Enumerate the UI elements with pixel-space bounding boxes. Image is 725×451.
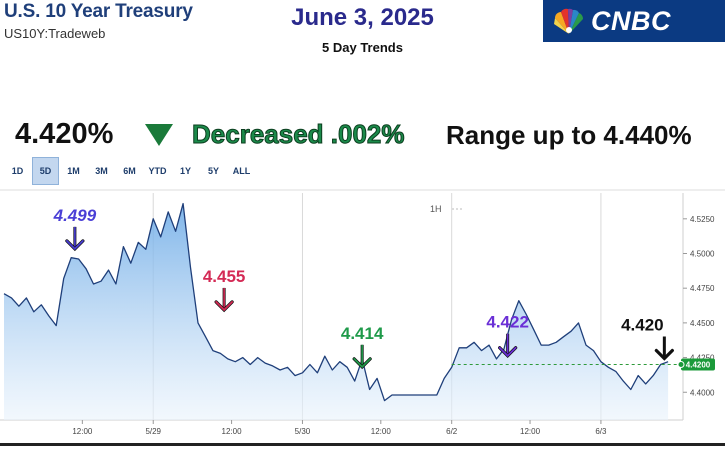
x-tick-label: 6/3	[595, 427, 607, 436]
bottom-rule	[0, 443, 725, 446]
period-all[interactable]: ALL	[232, 166, 251, 176]
series-line	[3, 202, 669, 402]
interval-label: 1H	[430, 204, 442, 214]
period-ytd[interactable]: YTD	[148, 166, 167, 176]
annotation-arrow-head	[215, 301, 234, 312]
range-text: Range up to 4.440%	[446, 120, 692, 150]
period-5y[interactable]: 5Y	[207, 166, 219, 176]
trend-label: 5 Day Trends	[322, 40, 403, 55]
y-tick-label: 4.5250	[690, 215, 715, 224]
x-tick-label: 5/30	[295, 427, 311, 436]
last-value-dot	[677, 361, 685, 368]
x-tick-label: 6/2	[446, 427, 458, 436]
chart-subtitle: US10Y:Tradeweb	[4, 26, 106, 41]
x-tick-label: 12:00	[520, 427, 541, 436]
x-tick-label: 12:00	[371, 427, 392, 436]
annotation-label: 4.422	[486, 313, 529, 332]
period-1d[interactable]: 1D	[11, 166, 24, 176]
last-value-label: 4.4200	[686, 361, 711, 370]
peacock-icon	[554, 8, 584, 34]
annotation-arrow-head	[353, 357, 372, 369]
x-tick-label: 12:00	[222, 427, 243, 436]
annotation-arrow-head	[655, 349, 674, 360]
period-3m[interactable]: 3M	[95, 166, 108, 176]
change-text: Decreased .002%	[191, 119, 405, 150]
current-price: 4.420%	[15, 118, 114, 150]
y-tick-label: 4.4250	[690, 354, 715, 363]
annotation-label: 4.499	[53, 206, 97, 225]
annotation-arrow-head	[498, 346, 517, 357]
period-1y[interactable]: 1Y	[179, 166, 191, 176]
y-tick-label: 4.4000	[690, 388, 715, 397]
y-tick-label: 4.4500	[690, 319, 715, 328]
annotation-label: 4.420	[621, 316, 664, 335]
down-triangle-icon	[145, 124, 173, 146]
x-tick-label: 12:00	[72, 427, 93, 436]
y-tick-label: 4.5000	[690, 250, 715, 259]
period-1m[interactable]: 1M	[67, 166, 80, 176]
annotation-label: 4.455	[203, 267, 246, 286]
annotation-label: 4.414	[341, 324, 384, 343]
series-area	[4, 203, 669, 420]
cnbc-logo: CNBC	[543, 0, 725, 42]
headline: 4.420% Decreased .002% Range up to 4.440…	[0, 118, 725, 158]
chart-svg: 1H 4.5250 4.5000 4.4750 4.4500 4.4250 4.4000 12…	[0, 189, 725, 436]
y-tick-label: 4.4750	[690, 284, 715, 293]
annotation-arrow-head	[65, 239, 84, 251]
logo-text: CNBC	[591, 5, 671, 36]
period-6m[interactable]: 6M	[123, 166, 136, 176]
chart-title: U.S. 10 Year Treasury	[4, 1, 193, 22]
price-chart: 1H 4.5250 4.5000 4.4750 4.4500 4.4250 4.4000 12…	[0, 188, 725, 451]
x-tick-label: 5/29	[145, 427, 161, 436]
last-value-badge	[681, 358, 715, 371]
period-selector: 1D 5D 1M 3M 6M YTD 1Y 5Y ALL	[4, 157, 256, 185]
report-date: June 3, 2025	[291, 4, 434, 31]
period-5d[interactable]: 5D	[32, 157, 59, 185]
